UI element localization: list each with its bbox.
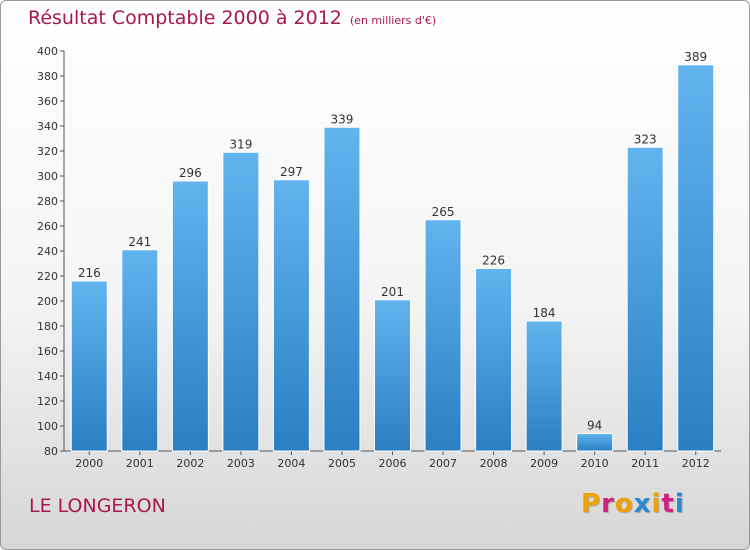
y-tick-label: 80 — [44, 445, 58, 458]
proxiti-logo: Proxiti — [581, 489, 685, 519]
logo-letter: i — [651, 489, 662, 519]
y-tick-label: 320 — [37, 145, 58, 158]
bar-2011 — [626, 146, 664, 452]
bar-value-label: 216 — [78, 266, 101, 280]
bar-2008 — [475, 268, 513, 452]
bar-value-label: 265 — [432, 205, 455, 219]
x-tick-label: 2005 — [328, 457, 356, 470]
y-tick-label: 220 — [37, 270, 58, 283]
y-tick-label: 280 — [37, 195, 58, 208]
bar-2010 — [576, 433, 614, 452]
bar-2002 — [171, 180, 209, 452]
bar-2004 — [272, 179, 310, 452]
x-tick-label: 2007 — [429, 457, 457, 470]
x-tick-label: 2008 — [480, 457, 508, 470]
x-tick-label: 2011 — [631, 457, 659, 470]
y-tick-label: 200 — [37, 295, 58, 308]
x-tick-label: 2012 — [682, 457, 710, 470]
y-tick-label: 160 — [37, 345, 58, 358]
x-tick-label: 2009 — [530, 457, 558, 470]
y-tick-label: 140 — [37, 370, 58, 383]
y-tick-label: 180 — [37, 320, 58, 333]
bar-2007 — [424, 219, 462, 452]
logo-letter: o — [614, 489, 634, 519]
bar-2006 — [374, 299, 411, 452]
logo-letter: t — [661, 489, 675, 519]
x-tick-label: 2002 — [176, 457, 204, 470]
y-tick-label: 260 — [37, 220, 58, 233]
bar-value-label: 296 — [179, 166, 202, 180]
bar-2012 — [677, 64, 715, 452]
y-tick-label: 380 — [37, 70, 58, 83]
bars — [70, 64, 715, 452]
data-labels: 216 241 296 319 297 339 201 265 226 184 94 323 389 — [78, 50, 707, 433]
chart-title-block: Résultat Comptable 2000 à 2012 (en millie… — [28, 7, 436, 29]
y-tick-label: 400 — [37, 45, 58, 58]
y-tick-label: 340 — [37, 120, 58, 133]
logo-letter: r — [601, 489, 615, 519]
x-tick-label: 2003 — [227, 457, 255, 470]
bar-value-label: 226 — [482, 254, 505, 268]
bar-value-label: 184 — [533, 306, 556, 320]
bar-value-label: 389 — [684, 50, 707, 64]
x-tick-label: 2001 — [126, 457, 154, 470]
x-tick-label: 2004 — [277, 457, 305, 470]
bar-2001 — [121, 249, 159, 452]
bar-value-label: 201 — [381, 285, 404, 299]
bar-value-label: 339 — [331, 112, 354, 126]
logo-letter: x — [633, 489, 652, 519]
y-tick-label: 360 — [37, 95, 58, 108]
bar-2009 — [525, 320, 563, 452]
bar-value-label: 241 — [128, 235, 151, 249]
bar-2005 — [323, 126, 361, 452]
bar-value-label: 94 — [587, 419, 602, 433]
bar-2000 — [70, 280, 108, 452]
x-tick-label: 2000 — [75, 457, 103, 470]
y-tick-label: 100 — [37, 420, 58, 433]
bar-2003 — [222, 151, 260, 452]
bar-value-label: 319 — [229, 137, 252, 151]
logo-letter: P — [581, 489, 602, 519]
town-name: LE LONGERON — [29, 495, 166, 517]
y-tick-label: 120 — [37, 395, 58, 408]
x-tick-label: 2006 — [379, 457, 407, 470]
y-tick-label: 300 — [37, 170, 58, 183]
chart-title: Résultat Comptable 2000 à 2012 — [28, 7, 342, 29]
y-tick-label: 240 — [37, 245, 58, 258]
bar-value-label: 323 — [634, 132, 657, 146]
x-tick-label: 2010 — [581, 457, 609, 470]
chart-subtitle: (en milliers d'€) — [349, 14, 437, 27]
logo-letter: i — [674, 489, 685, 519]
bar-value-label: 297 — [280, 165, 303, 179]
